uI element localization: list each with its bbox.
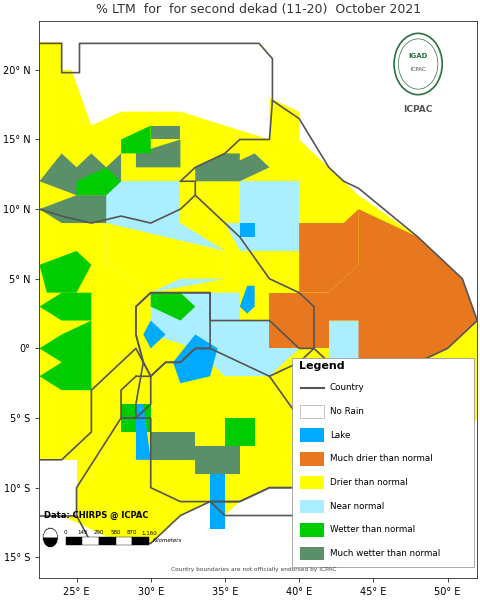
Wedge shape: [43, 529, 58, 538]
Polygon shape: [151, 125, 180, 139]
Bar: [292, 358, 474, 567]
Text: Much drier than normal: Much drier than normal: [330, 454, 432, 463]
Text: ICPAC: ICPAC: [403, 104, 433, 113]
Polygon shape: [225, 418, 254, 446]
Polygon shape: [195, 446, 240, 474]
Polygon shape: [151, 432, 195, 460]
Polygon shape: [299, 209, 359, 293]
Polygon shape: [144, 320, 166, 349]
Polygon shape: [329, 209, 477, 376]
Polygon shape: [240, 286, 254, 314]
Polygon shape: [240, 181, 299, 223]
Text: Data: CHIRPS @ ICPAC: Data: CHIRPS @ ICPAC: [44, 511, 148, 520]
Bar: [300, 405, 324, 418]
Circle shape: [43, 527, 58, 548]
Polygon shape: [121, 404, 151, 432]
Bar: [300, 523, 324, 536]
Polygon shape: [106, 181, 180, 223]
Text: IGAD: IGAD: [408, 53, 428, 59]
Polygon shape: [225, 154, 269, 181]
Text: Country: Country: [330, 383, 364, 392]
Text: 145: 145: [77, 530, 87, 535]
Polygon shape: [39, 293, 91, 320]
Text: Legend: Legend: [299, 361, 345, 371]
Polygon shape: [136, 139, 180, 167]
Polygon shape: [39, 195, 106, 223]
Polygon shape: [136, 404, 151, 460]
Polygon shape: [39, 42, 477, 544]
Polygon shape: [121, 125, 151, 154]
Polygon shape: [106, 223, 225, 293]
Text: Much wetter than normal: Much wetter than normal: [330, 549, 440, 558]
Bar: [132, 537, 149, 545]
Bar: [300, 428, 324, 442]
Text: No Rain: No Rain: [330, 407, 363, 416]
Text: Drier than normal: Drier than normal: [330, 478, 408, 487]
Polygon shape: [225, 488, 299, 515]
Text: Near normal: Near normal: [330, 502, 384, 511]
Polygon shape: [269, 293, 329, 320]
Polygon shape: [269, 320, 329, 349]
Text: Country boundaries are not officially endorsed by ICPAC: Country boundaries are not officially en…: [171, 566, 336, 572]
Polygon shape: [91, 112, 180, 154]
Bar: [300, 500, 324, 513]
Bar: [66, 537, 83, 545]
Polygon shape: [151, 293, 240, 349]
Polygon shape: [39, 349, 91, 390]
Polygon shape: [76, 167, 121, 195]
Bar: [300, 476, 324, 489]
Polygon shape: [39, 251, 91, 293]
Text: ICPAC: ICPAC: [410, 67, 426, 72]
Polygon shape: [329, 320, 388, 404]
Polygon shape: [62, 42, 269, 139]
Text: 580: 580: [110, 530, 121, 535]
Polygon shape: [39, 320, 91, 362]
Polygon shape: [195, 320, 299, 376]
Text: Kilometers: Kilometers: [153, 538, 182, 544]
Title: % LTM  for  for second dekad (11-20)  October 2021: % LTM for for second dekad (11-20) Octob…: [96, 3, 421, 16]
Polygon shape: [39, 460, 76, 515]
Text: Wetter than normal: Wetter than normal: [330, 526, 415, 535]
Polygon shape: [240, 223, 254, 237]
Polygon shape: [106, 223, 225, 293]
Text: 290: 290: [94, 530, 104, 535]
Bar: [300, 452, 324, 466]
Text: 1,160: 1,160: [141, 530, 157, 535]
Text: 870: 870: [127, 530, 137, 535]
Bar: [116, 537, 132, 545]
Polygon shape: [151, 293, 195, 320]
Text: Lake: Lake: [330, 431, 350, 440]
Bar: [99, 537, 116, 545]
Polygon shape: [210, 474, 225, 529]
Bar: [83, 537, 99, 545]
Polygon shape: [173, 334, 217, 383]
Polygon shape: [299, 112, 359, 181]
Polygon shape: [225, 223, 299, 251]
Text: 0: 0: [64, 530, 68, 535]
Polygon shape: [39, 21, 477, 578]
Polygon shape: [180, 112, 269, 167]
Polygon shape: [39, 154, 121, 195]
Circle shape: [394, 34, 442, 95]
Polygon shape: [195, 154, 240, 181]
Bar: [300, 547, 324, 560]
Polygon shape: [121, 404, 151, 432]
